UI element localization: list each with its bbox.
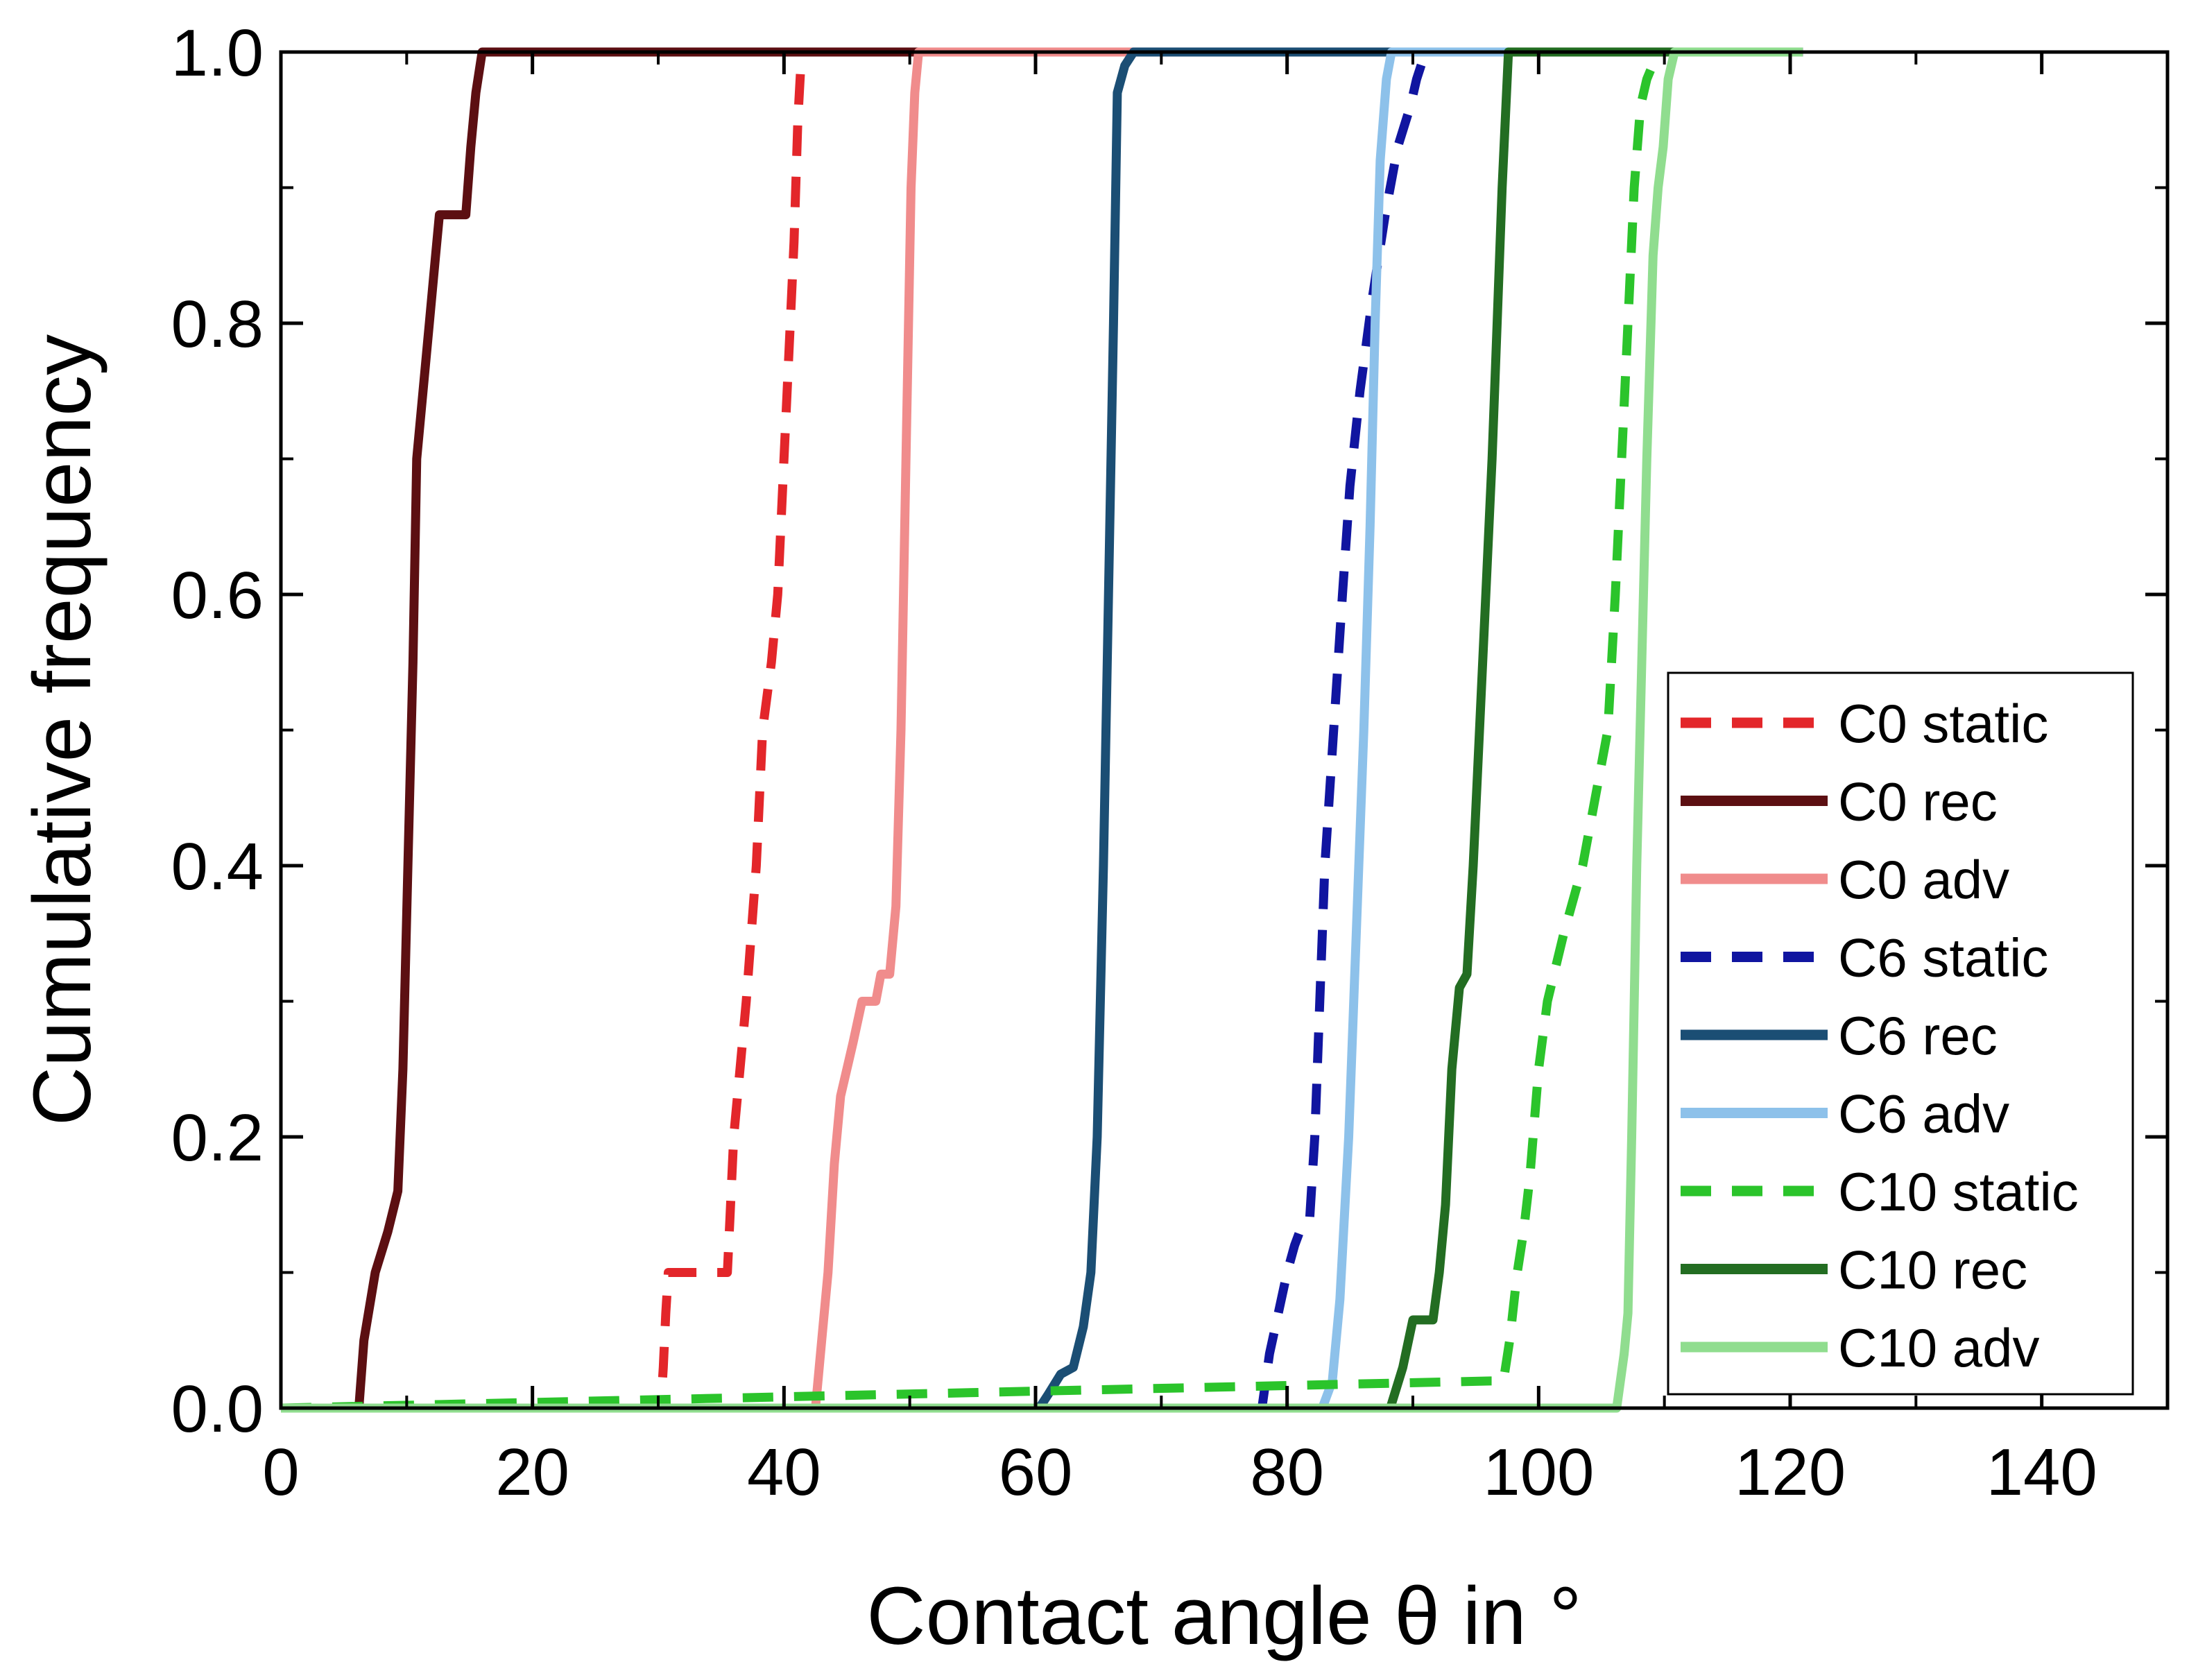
y-tick-label: 1.0 [171, 16, 264, 90]
y-axis-title: Cumulative frequency [17, 334, 108, 1126]
legend-label: C6 static [1838, 927, 2048, 988]
x-tick-label: 20 [495, 1435, 569, 1509]
legend-label: C0 adv [1838, 849, 2009, 910]
series-line-c10-adv [281, 47, 1803, 1413]
series-line-c0-adv [281, 47, 1803, 1413]
legend-label: C10 adv [1838, 1317, 2040, 1378]
series-line-c6-static [281, 47, 1803, 1413]
y-tick-label: 0.8 [171, 287, 264, 361]
series-layer [280, 47, 1803, 1413]
y-tick-label: 0.4 [171, 830, 264, 904]
series-line-c6-rec [281, 47, 1803, 1413]
series-line-c10-static [280, 47, 1803, 1413]
legend-label: C6 adv [1838, 1083, 2009, 1145]
x-tick-label: 40 [747, 1435, 821, 1509]
series-line-c0-rec [281, 47, 1803, 1413]
x-tick-label: 60 [999, 1435, 1073, 1509]
y-tick-label: 0.0 [171, 1372, 264, 1446]
x-tick-label: 120 [1735, 1435, 1846, 1509]
x-tick-label: 140 [1986, 1435, 2097, 1509]
series-line-c0-static [281, 47, 1803, 1413]
y-tick-label: 0.6 [171, 558, 264, 633]
legend-label: C0 static [1838, 693, 2048, 754]
axis-ticks: 0 20 40 60 80 100 120 140 0.0 0.2 0.4 0.6 0.8 1.0 [171, 16, 2169, 1509]
series-line-c6-adv [281, 47, 1803, 1413]
x-tick-label: 100 [1483, 1435, 1594, 1509]
legend-label: C0 rec [1838, 771, 1998, 832]
x-axis-title: Contact angle θ in ° [866, 1570, 1581, 1662]
x-tick-label: 80 [1250, 1435, 1324, 1509]
legend: C0 static C0 rec C0 adv C6 static C6 rec C6 a… [1667, 671, 2134, 1396]
legend-label: C6 rec [1838, 1005, 1998, 1066]
x-tick-label: 0 [262, 1435, 299, 1509]
y-tick-label: 0.2 [171, 1101, 264, 1175]
series-line-c10-rec [281, 47, 1803, 1413]
legend-label: C10 static [1838, 1161, 2079, 1222]
legend-label: C10 rec [1838, 1240, 2027, 1301]
